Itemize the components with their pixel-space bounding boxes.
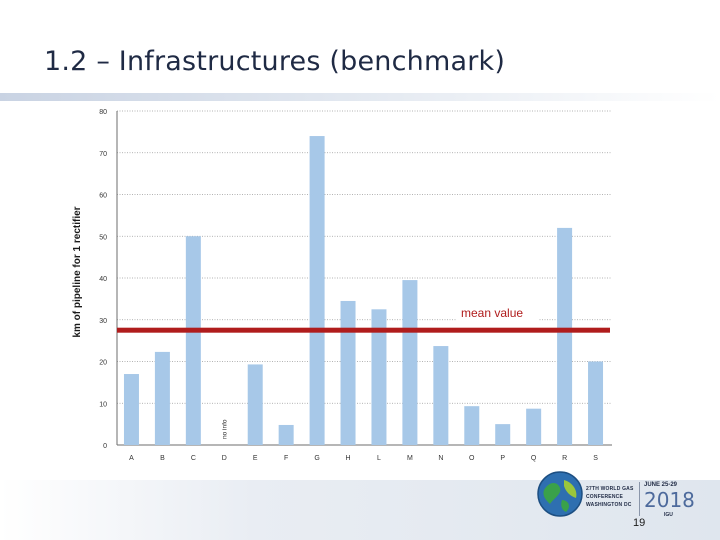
bar-O (464, 406, 480, 445)
branding-divider (639, 482, 640, 516)
y-tick-label: 50 (99, 234, 107, 241)
annotation-no-info: no info (221, 419, 228, 439)
page-number: 19 (633, 517, 646, 529)
bar-N (433, 346, 449, 445)
mean-label-background (457, 305, 539, 322)
x-tick-label-A: A (129, 455, 134, 462)
bar-H (340, 300, 356, 445)
y-tick-label: 60 (99, 193, 107, 200)
mean-value-label: mean value (461, 306, 523, 320)
bars (123, 136, 604, 446)
bar-L (371, 309, 387, 445)
x-tick-label-N: N (438, 455, 443, 462)
bar-B (154, 351, 170, 445)
title-underline-band (0, 93, 720, 101)
y-tick-label: 70 (99, 151, 107, 158)
labels: 0 10 20 30 40 50 60 70 80 A B C D E F G H L M N O P Q R Sno info (99, 109, 598, 462)
bar-R (557, 227, 573, 445)
conference-name-line2: CONFERENCE (586, 494, 624, 500)
x-tick-label-P: P (500, 455, 505, 462)
bar-chart: 0 10 20 30 40 50 60 70 80 A B C D E F G H L M N O P Q R Sno info… (72, 109, 612, 462)
y-tick-label: 80 (99, 109, 107, 116)
globe-logo-icon (537, 471, 583, 517)
x-tick-label-B: B (160, 455, 165, 462)
x-tick-label-H: H (346, 455, 351, 462)
x-tick-label-C: C (191, 455, 196, 462)
x-tick-label-G: G (314, 455, 319, 462)
x-tick-label-M: M (407, 455, 413, 462)
conference-dates: JUNE 25-29 (644, 482, 678, 488)
y-tick-label: 20 (99, 360, 107, 367)
y-axis-title: km of pipeline for 1 rectifier (72, 206, 83, 337)
bar-P (495, 424, 511, 445)
bar-A (123, 374, 139, 445)
x-tick-label-D: D (222, 455, 227, 462)
conference-branding: 27TH WORLD GAS CONFERENCE WASHINGTON DC … (586, 482, 716, 522)
slide-title: 1.2 – Infrastructures (benchmark) (44, 46, 506, 77)
x-tick-label-R: R (562, 455, 567, 462)
x-tick-label-O: O (469, 455, 475, 462)
y-tick-label: 10 (99, 401, 107, 408)
conference-name-line1: 27TH WORLD GAS (586, 486, 634, 492)
x-tick-label-Q: Q (531, 455, 537, 462)
bar-F (278, 424, 294, 445)
x-tick-label-E: E (253, 455, 258, 462)
x-tick-label-L: L (377, 455, 381, 462)
bar-C (185, 236, 201, 445)
igu-label: IGU (664, 512, 673, 518)
mean-line-group: mean value (117, 305, 610, 333)
x-tick-label-S: S (593, 455, 598, 462)
y-tick-label: 40 (99, 276, 107, 283)
y-tick-label: 0 (103, 443, 107, 450)
x-tick-label-F: F (284, 455, 288, 462)
mean-value-line (117, 327, 610, 333)
footer-band (0, 480, 720, 540)
y-tick-label: 30 (99, 318, 107, 325)
bar-E (247, 364, 263, 445)
bar-G (309, 136, 325, 446)
bar-M (402, 280, 418, 445)
bar-Q (526, 408, 542, 445)
bar-S (588, 361, 604, 445)
conference-location: WASHINGTON DC (586, 502, 632, 508)
conference-year: 2018 (644, 488, 695, 512)
